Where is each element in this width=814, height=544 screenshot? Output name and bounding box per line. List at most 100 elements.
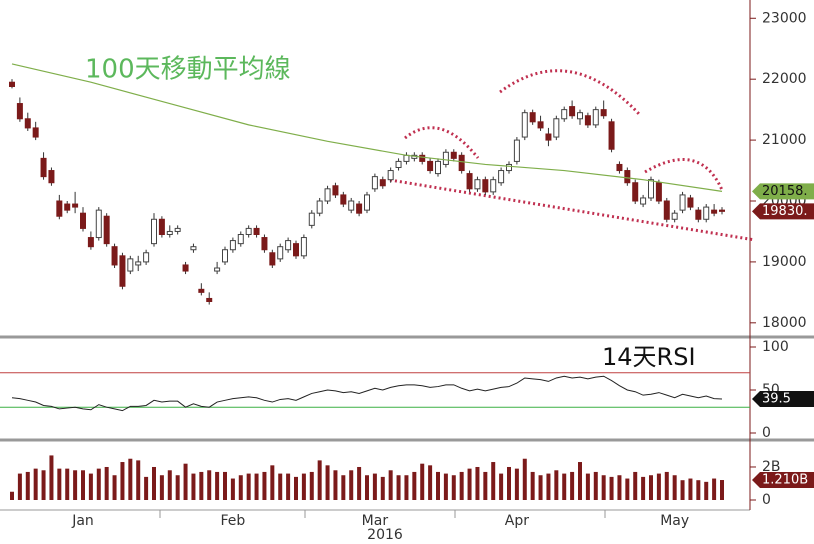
candle-body (198, 288, 205, 293)
candle-body (214, 267, 221, 272)
candle-body (143, 252, 150, 263)
candle-body (293, 243, 299, 257)
candle-body (64, 203, 71, 211)
candle-body (474, 179, 481, 190)
volume-bar (522, 458, 527, 500)
volume-bar (365, 475, 369, 500)
y-tick-label: 0 (762, 425, 771, 441)
volume-bar (112, 475, 117, 500)
candle-body (592, 109, 599, 126)
volume-bar (680, 480, 685, 500)
volume-bar (10, 491, 14, 500)
volume-bar (578, 462, 582, 500)
candle-body (182, 264, 189, 272)
last-value-box: 20158. (752, 183, 814, 200)
volume-bar (656, 473, 661, 500)
y-tick-label: 21000 (762, 132, 807, 148)
candle-body (111, 246, 118, 266)
volume-bar (633, 471, 638, 500)
candle-body (671, 212, 678, 220)
candle-body (640, 197, 647, 205)
volume-bar (696, 480, 701, 500)
volume-bar (443, 473, 448, 500)
candle-body (719, 209, 725, 212)
month-separators (159, 510, 606, 518)
last-value-box: 1.210B (752, 472, 814, 489)
volume-bar (25, 471, 30, 500)
candle-body (711, 209, 718, 214)
rsi-title: 14天RSI (602, 343, 696, 371)
volume-bar (483, 471, 488, 500)
candle-body (316, 200, 323, 214)
volume-bar (428, 465, 433, 500)
volume-bar (246, 473, 251, 500)
last-value-bg (752, 472, 814, 489)
candle-body (80, 212, 86, 229)
volume-bar (294, 476, 298, 500)
volume-bar (404, 475, 409, 500)
candle-body (395, 160, 402, 168)
candle-body (442, 151, 449, 165)
x-tick-label: Mar (362, 513, 389, 529)
volume-bar (664, 471, 669, 500)
candle-body (48, 170, 55, 184)
ma-annotation: 100天移動平均線 (85, 55, 291, 85)
candle-body (553, 118, 560, 138)
candle-body (498, 170, 505, 184)
volume-bar (317, 460, 322, 500)
candle-body (324, 188, 331, 202)
last-value-label: 20158. (762, 184, 808, 199)
volume-bar (617, 475, 622, 500)
candle-body (261, 237, 268, 251)
volume-bar (593, 471, 598, 500)
volume-bar (191, 473, 196, 500)
candle-body (450, 151, 457, 159)
candle-body (679, 194, 686, 211)
volume-bar (325, 465, 330, 500)
volume-bar (238, 475, 243, 500)
volume-bar (641, 476, 646, 500)
candle-body (356, 203, 363, 214)
volume-bar (341, 475, 346, 500)
volume-bar (585, 473, 590, 500)
volume-bar (175, 475, 180, 500)
volume-bar (546, 473, 551, 500)
volume-bar (514, 468, 519, 500)
volume-bar (333, 470, 338, 500)
y-tick-label: 100 (762, 339, 789, 355)
volume-bar (144, 476, 149, 500)
volume-bar (128, 458, 133, 500)
volume-bar (199, 471, 204, 500)
volume-bar (81, 470, 85, 500)
pattern-annotations (389, 69, 756, 242)
x-tick-label: Jan (71, 513, 94, 529)
year-label: 2016 (367, 527, 403, 543)
volume-bar (451, 475, 456, 500)
volume-bar (88, 473, 93, 500)
ma-line (11, 63, 723, 192)
candle-body (269, 252, 276, 266)
candle-body (529, 112, 536, 123)
candle-body (285, 240, 292, 251)
candle-body (40, 157, 47, 178)
candle-body (56, 200, 63, 217)
volume-bar (286, 473, 291, 500)
candle-body (624, 170, 631, 184)
volume-bar (562, 473, 567, 500)
candle-body (151, 218, 157, 245)
candle-body (253, 227, 260, 235)
volume-bar (301, 473, 306, 500)
volume-bar (720, 480, 724, 500)
candle-body (687, 197, 694, 208)
volume-bar (254, 473, 259, 500)
x-tick-label: May (660, 513, 689, 529)
y-tick-label: 19000 (762, 254, 807, 270)
candle-body (32, 127, 39, 138)
candle-body (545, 133, 552, 141)
volume-bar (49, 455, 54, 500)
candle-body (24, 118, 31, 129)
volume-bar (309, 471, 314, 500)
candle-body (513, 139, 520, 162)
volume-bar (104, 466, 109, 500)
